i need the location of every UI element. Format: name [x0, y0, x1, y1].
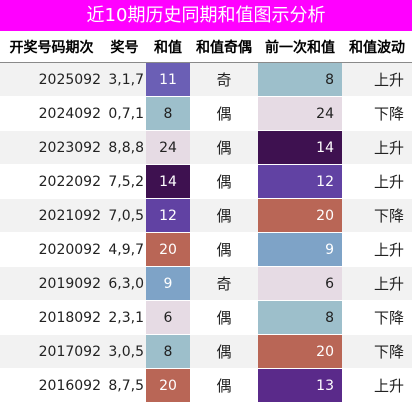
- sum-cell: 6: [146, 300, 190, 335]
- previous-sum-cell: 20: [258, 198, 342, 233]
- parity-cell: 偶: [190, 130, 258, 165]
- issue-cell: 2023092: [0, 130, 103, 165]
- table-row: 2020092 4,9,7 20 偶 9 上升: [0, 232, 412, 267]
- previous-sum-cell: 12: [258, 164, 342, 199]
- numbers-cell: 8,7,5: [103, 368, 146, 403]
- issue-cell: 2024092: [0, 96, 103, 131]
- issue-cell: 2021092: [0, 198, 103, 233]
- table-row: 2025092 3,1,7 11 奇 8 上升: [0, 62, 412, 97]
- issue-cell: 2022092: [0, 164, 103, 199]
- header-sum: 和值: [146, 31, 190, 63]
- trend-cell: 上升: [342, 232, 412, 267]
- trend-cell: 上升: [342, 368, 412, 403]
- sum-cell: 24: [146, 130, 190, 165]
- trend-cell: 下降: [342, 198, 412, 233]
- trend-cell: 上升: [342, 164, 412, 199]
- sum-cell: 12: [146, 198, 190, 233]
- parity-cell: 偶: [190, 164, 258, 199]
- previous-sum-cell: 20: [258, 334, 342, 369]
- numbers-cell: 4,9,7: [103, 232, 146, 267]
- page-title: 近10期历史同期和值图示分析: [0, 0, 412, 31]
- header-issue: 开奖号码期次: [0, 31, 103, 63]
- trend-cell: 下降: [342, 334, 412, 369]
- parity-cell: 偶: [190, 198, 258, 233]
- numbers-cell: 0,7,1: [103, 96, 146, 131]
- issue-cell: 2019092: [0, 266, 103, 301]
- sum-cell: 20: [146, 368, 190, 403]
- sum-cell: 8: [146, 334, 190, 369]
- header-numbers: 奖号: [103, 31, 146, 63]
- numbers-cell: 7,5,2: [103, 164, 146, 199]
- parity-cell: 偶: [190, 232, 258, 267]
- table-row: 2023092 8,8,8 24 偶 14 上升: [0, 130, 412, 165]
- sum-cell: 9: [146, 266, 190, 301]
- parity-cell: 偶: [190, 96, 258, 131]
- numbers-cell: 7,0,5: [103, 198, 146, 233]
- parity-cell: 奇: [190, 62, 258, 97]
- header-trend: 和值波动: [342, 31, 412, 63]
- parity-cell: 奇: [190, 266, 258, 301]
- issue-cell: 2020092: [0, 232, 103, 267]
- table-row: 2016092 8,7,5 20 偶 13 上升: [0, 368, 412, 403]
- issue-cell: 2018092: [0, 300, 103, 335]
- parity-cell: 偶: [190, 368, 258, 403]
- issue-cell: 2017092: [0, 334, 103, 369]
- trend-cell: 下降: [342, 96, 412, 131]
- previous-sum-cell: 6: [258, 266, 342, 301]
- numbers-cell: 3,1,7: [103, 62, 146, 97]
- trend-cell: 下降: [342, 300, 412, 335]
- sum-cell: 20: [146, 232, 190, 267]
- sum-analysis-table: 开奖号码期次 奖号 和值 和值奇偶 前一次和值 和值波动 2025092 3,1…: [0, 31, 412, 403]
- sum-cell: 11: [146, 62, 190, 97]
- table-row: 2024092 0,7,1 8 偶 24 下降: [0, 96, 412, 131]
- table-row: 2018092 2,3,1 6 偶 8 下降: [0, 300, 412, 335]
- previous-sum-cell: 13: [258, 368, 342, 403]
- table-row: 2022092 7,5,2 14 偶 12 上升: [0, 164, 412, 199]
- table-header-row: 开奖号码期次 奖号 和值 和值奇偶 前一次和值 和值波动: [0, 31, 412, 63]
- parity-cell: 偶: [190, 300, 258, 335]
- table-row: 2019092 6,3,0 9 奇 6 上升: [0, 266, 412, 301]
- header-previous-sum: 前一次和值: [258, 31, 342, 63]
- previous-sum-cell: 9: [258, 232, 342, 267]
- numbers-cell: 6,3,0: [103, 266, 146, 301]
- header-parity: 和值奇偶: [190, 31, 258, 63]
- previous-sum-cell: 8: [258, 300, 342, 335]
- issue-cell: 2016092: [0, 368, 103, 403]
- previous-sum-cell: 24: [258, 96, 342, 131]
- previous-sum-cell: 8: [258, 62, 342, 97]
- trend-cell: 上升: [342, 130, 412, 165]
- sum-cell: 8: [146, 96, 190, 131]
- trend-cell: 上升: [342, 266, 412, 301]
- table-row: 2017092 3,0,5 8 偶 20 下降: [0, 334, 412, 369]
- table-row: 2021092 7,0,5 12 偶 20 下降: [0, 198, 412, 233]
- numbers-cell: 8,8,8: [103, 130, 146, 165]
- numbers-cell: 3,0,5: [103, 334, 146, 369]
- numbers-cell: 2,3,1: [103, 300, 146, 335]
- issue-cell: 2025092: [0, 62, 103, 97]
- trend-cell: 上升: [342, 62, 412, 97]
- sum-cell: 14: [146, 164, 190, 199]
- previous-sum-cell: 14: [258, 130, 342, 165]
- parity-cell: 偶: [190, 334, 258, 369]
